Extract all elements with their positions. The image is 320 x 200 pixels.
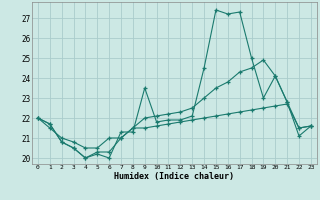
X-axis label: Humidex (Indice chaleur): Humidex (Indice chaleur): [115, 172, 234, 181]
